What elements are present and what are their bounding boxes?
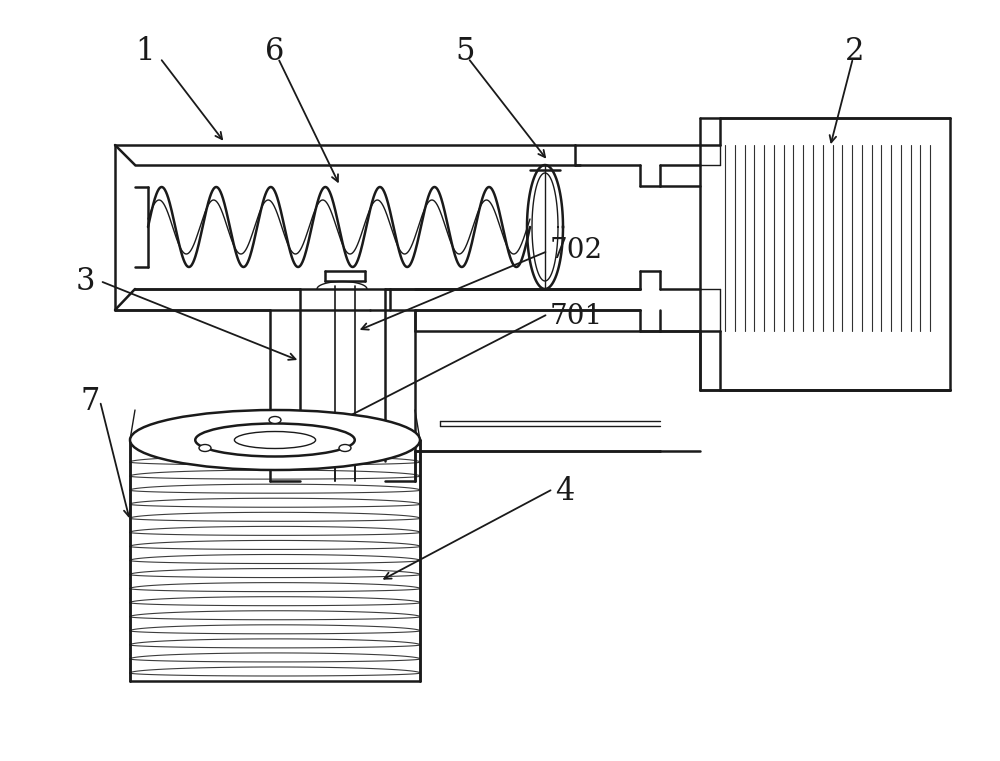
- Text: 701: 701: [550, 303, 603, 330]
- Ellipse shape: [195, 424, 355, 457]
- Text: 3: 3: [75, 266, 95, 297]
- Ellipse shape: [130, 410, 420, 470]
- Text: 1: 1: [135, 36, 155, 66]
- Text: 702: 702: [550, 237, 603, 265]
- Ellipse shape: [269, 416, 281, 424]
- Text: 2: 2: [845, 36, 865, 66]
- Text: 5: 5: [455, 36, 475, 66]
- Text: 4: 4: [555, 476, 574, 507]
- Ellipse shape: [234, 431, 316, 448]
- Ellipse shape: [199, 444, 211, 451]
- Ellipse shape: [339, 444, 351, 451]
- Text: 7: 7: [80, 386, 100, 416]
- Text: 6: 6: [265, 36, 285, 66]
